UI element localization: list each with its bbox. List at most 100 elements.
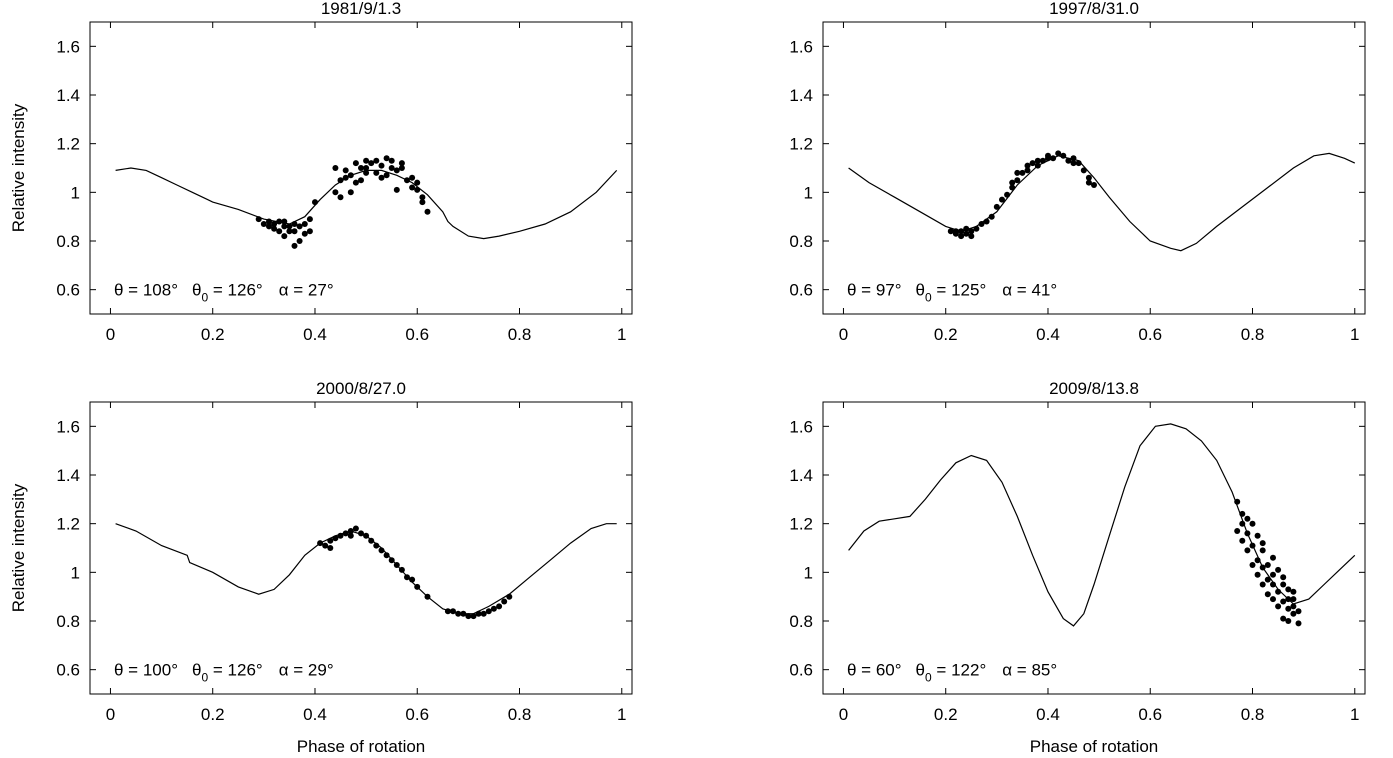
data-point	[460, 611, 466, 617]
data-point	[963, 231, 969, 237]
data-point	[1255, 572, 1261, 578]
data-point	[348, 533, 354, 539]
data-point	[338, 177, 344, 183]
data-point	[948, 228, 954, 234]
y-tick-label: 0.6	[56, 661, 80, 680]
data-point	[968, 233, 974, 239]
data-point	[1035, 163, 1041, 169]
data-point	[1244, 516, 1250, 522]
x-tick-label: 0	[106, 325, 115, 344]
x-tick-label: 0.2	[934, 705, 958, 724]
chart-title: 2009/8/13.8	[1049, 379, 1139, 398]
data-point	[281, 233, 287, 239]
data-point	[384, 172, 390, 178]
data-point	[343, 530, 349, 536]
x-tick-label: 0.6	[1138, 705, 1162, 724]
y-axis-label: Relative intensity	[9, 483, 28, 612]
data-point	[953, 231, 959, 237]
y-tick-label: 1.2	[56, 515, 80, 534]
data-point	[307, 216, 313, 222]
data-point	[979, 221, 985, 227]
data-point	[506, 594, 512, 600]
data-point	[501, 599, 507, 605]
data-point	[343, 167, 349, 173]
x-tick-label: 1	[1350, 325, 1359, 344]
data-point	[322, 543, 328, 549]
data-point	[414, 180, 420, 186]
data-point	[353, 160, 359, 166]
data-point	[292, 228, 298, 234]
model-curve	[849, 153, 1355, 250]
y-tick-label: 0.8	[789, 232, 813, 251]
data-point	[414, 584, 420, 590]
panel-2009: 2009/8/13.80 0.2 0.4 0.6 0.8 10.60.811.21.41.…	[789, 379, 1365, 756]
data-point	[297, 223, 303, 229]
data-point	[1239, 521, 1245, 527]
data-point	[327, 538, 333, 544]
y-axis-label: Relative intensity	[9, 103, 28, 232]
data-point	[292, 221, 298, 227]
data-point	[332, 165, 338, 171]
data-point	[425, 594, 431, 600]
annotation-text: θ = 60° θ0 = 122° α = 85°	[847, 661, 1057, 685]
data-point	[1275, 589, 1281, 595]
chart-title: 1997/8/31.0	[1049, 0, 1139, 18]
data-point	[419, 199, 425, 205]
plot-frame	[90, 402, 632, 694]
data-point	[1050, 155, 1056, 161]
y-tick-label: 0.6	[789, 281, 813, 300]
data-point	[1239, 511, 1245, 517]
data-point	[1234, 499, 1240, 505]
model-curve	[116, 168, 617, 239]
x-tick-label: 0	[839, 705, 848, 724]
x-tick-label: 0.4	[1036, 325, 1060, 344]
data-point	[1250, 543, 1256, 549]
data-point	[1280, 574, 1286, 580]
data-point	[343, 175, 349, 181]
data-point	[271, 221, 277, 227]
data-point	[1290, 611, 1296, 617]
data-point	[1244, 530, 1250, 536]
x-tick-label: 0.8	[1241, 705, 1265, 724]
data-point	[379, 547, 385, 553]
annotation-text: θ = 108° θ0 = 126° α = 27°	[114, 281, 334, 305]
panel-1997: 1997/8/31.0 0 0.2 0.4 0.6 0.8 1 0.6 0.8 1 1.2 1.4 1.…	[789, 0, 1365, 344]
data-point	[358, 530, 364, 536]
data-point	[384, 552, 390, 558]
y-tick-label: 1	[804, 183, 813, 202]
data-point	[389, 557, 395, 563]
x-tick-label: 0.4	[1036, 705, 1060, 724]
data-point	[1270, 572, 1276, 578]
x-tick-label: 0.4	[303, 705, 327, 724]
data-point	[1265, 577, 1271, 583]
data-point	[1091, 182, 1097, 188]
data-point	[1086, 180, 1092, 186]
y-tick-label: 1.4	[789, 466, 813, 485]
data-point	[373, 170, 379, 176]
data-point	[1014, 170, 1020, 176]
data-point	[358, 177, 364, 183]
plot-frame	[823, 402, 1365, 694]
data-point	[373, 543, 379, 549]
data-point	[984, 219, 990, 225]
data-point	[327, 545, 333, 551]
data-point	[1296, 608, 1302, 614]
y-tick-label: 0.8	[789, 612, 813, 631]
data-point	[989, 214, 995, 220]
data-point	[394, 562, 400, 568]
y-tick-label: 1.6	[56, 37, 80, 56]
data-point	[261, 221, 267, 227]
y-tick-label: 0.6	[56, 281, 80, 300]
data-point	[1025, 163, 1031, 169]
data-point	[286, 223, 292, 229]
data-point	[379, 163, 385, 169]
data-point	[307, 228, 313, 234]
x-tick-label: 0.2	[934, 325, 958, 344]
data-point	[958, 233, 964, 239]
data-point	[1019, 170, 1025, 176]
data-point	[409, 185, 415, 191]
y-tick-label: 1.2	[56, 135, 80, 154]
data-point	[1255, 557, 1261, 563]
data-point	[292, 243, 298, 249]
data-point	[338, 194, 344, 200]
